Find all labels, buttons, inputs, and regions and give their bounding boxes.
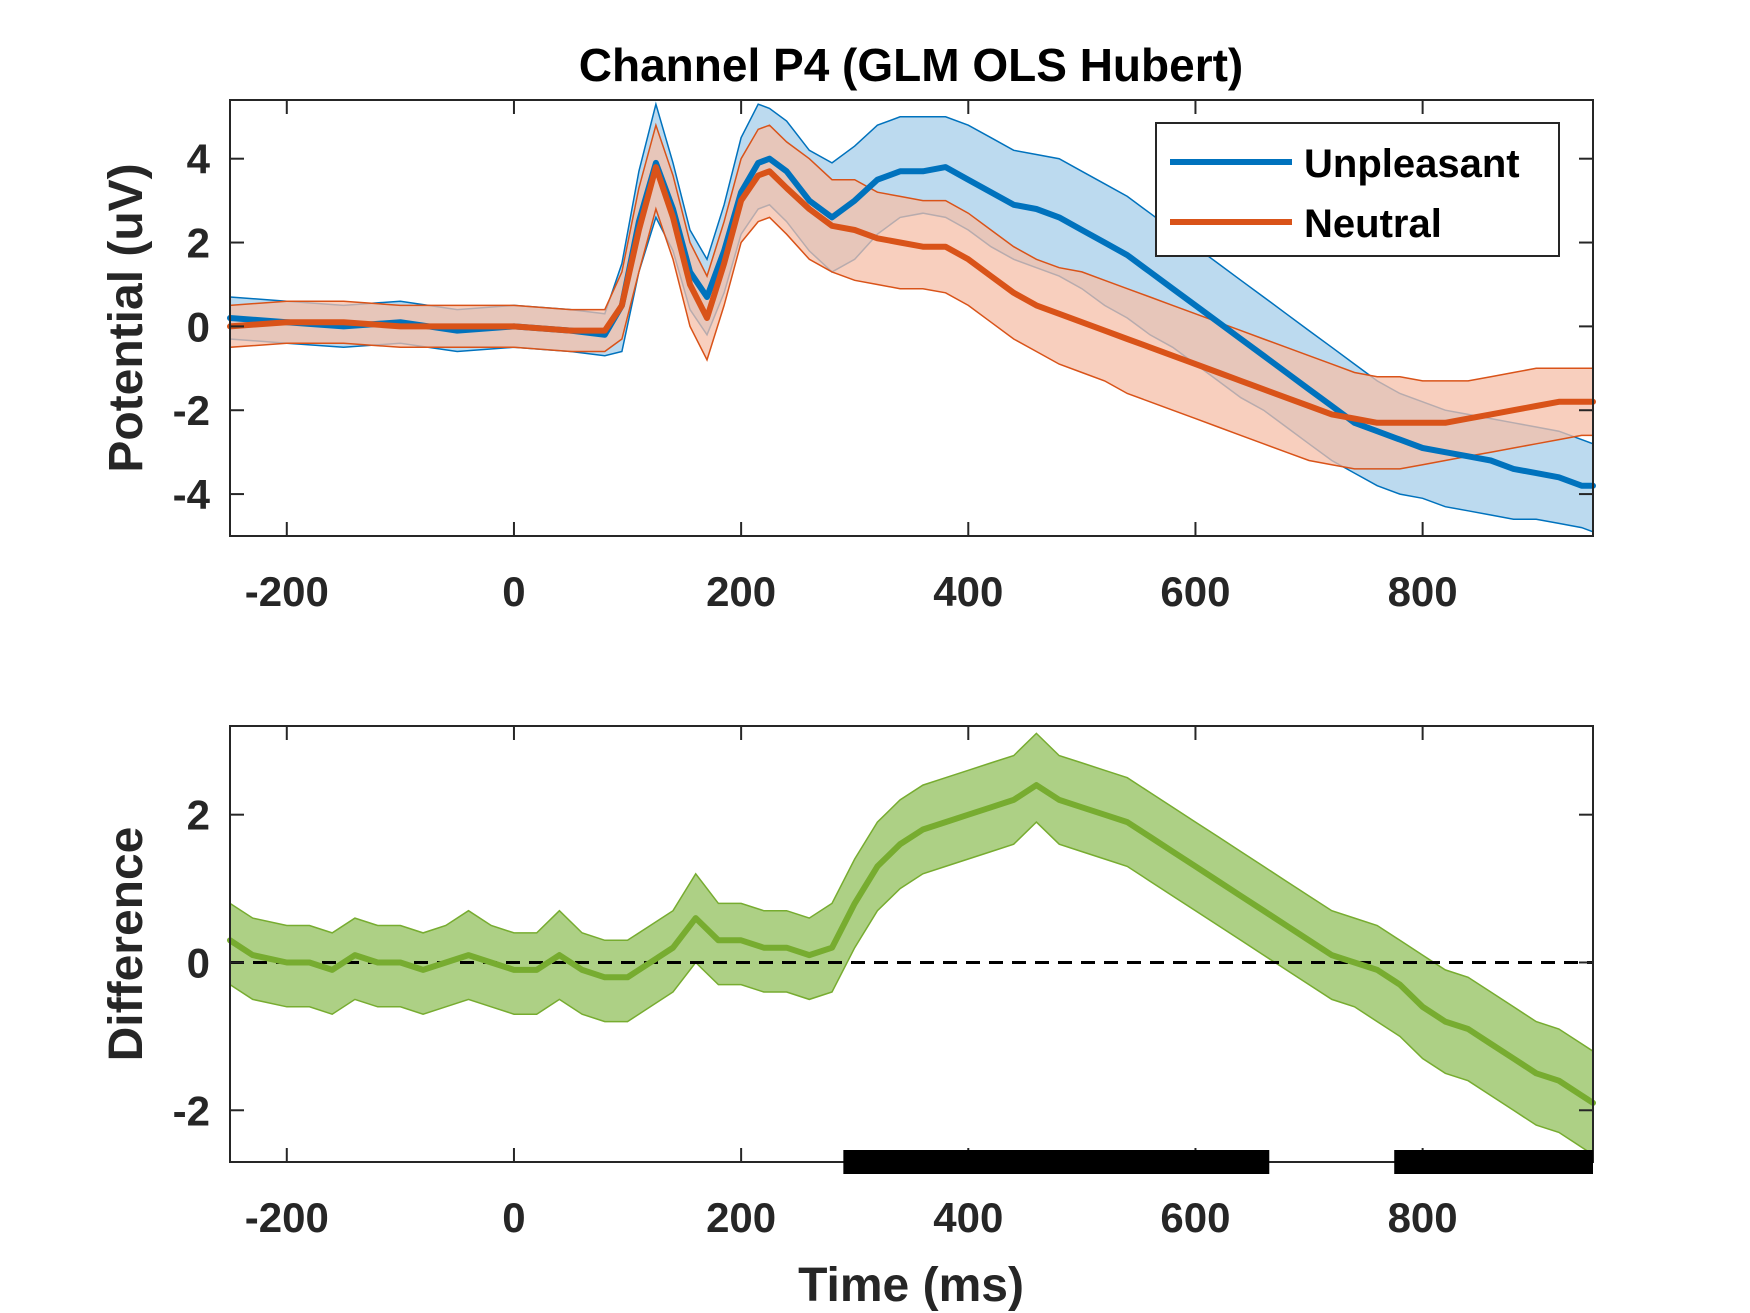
difference-x-tick-label: 400 bbox=[933, 1194, 1003, 1241]
potential-x-tick-label: 400 bbox=[933, 568, 1003, 615]
difference-ticks: -200 0 200 400 600 800 -2 0 2 bbox=[173, 726, 1593, 1241]
series-line-difference bbox=[227, 782, 1596, 1106]
potential-series-lines bbox=[227, 155, 1596, 489]
potential-x-tick-label: 600 bbox=[1160, 568, 1230, 615]
difference-series-line bbox=[227, 782, 1596, 1106]
potential-y-axis-label: Potential (uV) bbox=[100, 163, 153, 472]
difference-y-tick-label: -2 bbox=[173, 1087, 210, 1134]
potential-x-tick-label: 0 bbox=[502, 568, 525, 615]
difference-x-tick-label: 600 bbox=[1160, 1194, 1230, 1241]
potential-x-tick-label: -200 bbox=[245, 568, 329, 615]
potential-chart: -200 0 200 400 600 800 -4 -2 0 2 4 Channel P4 (GLM… bbox=[100, 39, 1596, 615]
significance-bars bbox=[843, 1150, 1593, 1174]
legend-label-neutral: Neutral bbox=[1304, 202, 1442, 246]
x-axis-label: Time (ms) bbox=[798, 1259, 1024, 1312]
difference-y-tick-label: 2 bbox=[187, 792, 210, 839]
difference-y-tick-label: 0 bbox=[187, 939, 210, 986]
significance-bar bbox=[843, 1150, 1270, 1174]
chart-title: Channel P4 (GLM OLS Hubert) bbox=[579, 39, 1243, 91]
legend-label-unpleasant: Unpleasant bbox=[1304, 142, 1520, 186]
difference-x-tick-label: 0 bbox=[502, 1194, 525, 1241]
legend: Unpleasant Neutral bbox=[1155, 122, 1560, 257]
difference-y-axis-label: Difference bbox=[100, 827, 153, 1062]
potential-y-tick-label: 0 bbox=[187, 303, 210, 350]
potential-ticks: -200 0 200 400 600 800 -4 -2 0 2 4 bbox=[173, 100, 1593, 615]
series-line-neutral bbox=[227, 164, 1596, 426]
difference-x-tick-label: 200 bbox=[706, 1194, 776, 1241]
difference-x-tick-label: 800 bbox=[1388, 1194, 1458, 1241]
potential-x-tick-label: 800 bbox=[1388, 568, 1458, 615]
potential-y-tick-label: -4 bbox=[173, 471, 211, 518]
difference-x-tick-label: -200 bbox=[245, 1194, 329, 1241]
difference-chart: -200 0 200 400 600 800 -2 0 2 Difference Time (m… bbox=[100, 725, 1596, 1312]
potential-x-tick-label: 200 bbox=[706, 568, 776, 615]
potential-y-tick-label: 4 bbox=[187, 136, 211, 183]
potential-plot-frame bbox=[229, 99, 1594, 537]
legend-box bbox=[1155, 122, 1560, 257]
potential-y-tick-label: 2 bbox=[187, 220, 210, 267]
significance-bar bbox=[1394, 1150, 1593, 1174]
potential-y-tick-label: -2 bbox=[173, 387, 210, 434]
